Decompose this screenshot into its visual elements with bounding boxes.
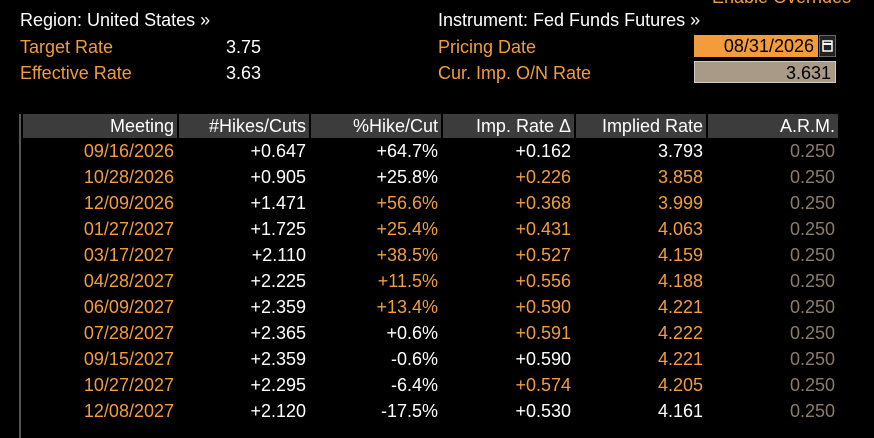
table-cell: 10/28/2026 xyxy=(83,167,174,187)
table-cell: +1.471 xyxy=(250,193,306,213)
pricing-date-input[interactable]: 08/31/2026 xyxy=(694,35,818,57)
table-cell: 04/28/2027 xyxy=(83,271,174,291)
table-cell: +2.110 xyxy=(251,245,306,265)
table-cell: +0.226 xyxy=(515,167,571,187)
instrument-link[interactable]: Instrument: Fed Funds Futures » xyxy=(438,10,701,30)
table-cell: 01/27/2027 xyxy=(83,219,174,239)
table-cell: 12/08/2027 xyxy=(83,401,174,421)
column-header: Imp. Rate Δ xyxy=(443,114,574,138)
table-cell: 12/09/2026 xyxy=(83,193,174,213)
table-cell: 0.250 xyxy=(789,219,835,239)
table-cell: +0.530 xyxy=(515,401,571,421)
table-cell: +25.8% xyxy=(376,167,438,187)
table-cell: 0.250 xyxy=(789,193,835,213)
table-cell: 4.205 xyxy=(657,375,703,395)
table-cell: 3.858 xyxy=(657,167,703,187)
table-cell: +13.4% xyxy=(376,297,438,317)
imp-rate-label: Cur. Imp. O/N Rate xyxy=(438,63,592,83)
table-cell: +2.359 xyxy=(250,297,306,317)
enable-overrides[interactable]: Enable Overrides xyxy=(712,0,851,8)
table-cell: +0.527 xyxy=(515,245,571,265)
table-cell: +0.431 xyxy=(515,219,571,239)
table-cell: -0.6% xyxy=(390,349,438,369)
target-rate: 3.75 xyxy=(226,37,262,57)
column-header: Meeting xyxy=(23,114,177,138)
table-cell: -17.5% xyxy=(380,401,438,421)
table-cell: +0.574 xyxy=(515,375,571,395)
calendar-button[interactable] xyxy=(819,35,836,57)
table-cell: +2.295 xyxy=(250,375,306,395)
table-cell: -6.4% xyxy=(390,375,438,395)
table-cell: +0.590 xyxy=(515,349,571,369)
table-cell: 09/16/2026 xyxy=(83,141,174,161)
table-cell: 0.250 xyxy=(789,141,835,161)
table: Meeting #Hikes/Cuts %Hike/Cut Imp. Rate Δ Im… xyxy=(19,114,838,438)
imp-rate-field: 3.631 xyxy=(694,61,836,83)
table-cell: 10/27/2027 xyxy=(83,375,174,395)
table-cell: 4.188 xyxy=(657,271,703,291)
table-cell: 4.222 xyxy=(657,323,703,343)
table-cell: +38.5% xyxy=(376,245,438,265)
table-cell: +0.647 xyxy=(250,141,306,161)
table-cell: +0.590 xyxy=(515,297,571,317)
table-cell: 0.250 xyxy=(789,375,835,395)
table-cell: 0.250 xyxy=(789,245,835,265)
column-header: #Hikes/Cuts xyxy=(179,114,309,138)
region-link[interactable]: Region: United States » xyxy=(20,10,211,30)
column-header: %Hike/Cut xyxy=(311,114,441,138)
table-cell: 3.999 xyxy=(657,193,703,213)
table-cell: 0.250 xyxy=(789,323,835,343)
table-cell: +0.368 xyxy=(515,193,571,213)
table-cell: +56.6% xyxy=(376,193,438,213)
table-cell: 0.250 xyxy=(789,349,835,369)
effective-rate: 3.63 xyxy=(226,63,262,83)
target-rate-label: Target Rate xyxy=(20,37,114,57)
table-cell: +0.591 xyxy=(515,323,571,343)
table-cell: +0.556 xyxy=(515,271,571,291)
table-cell: 4.221 xyxy=(657,297,703,317)
table-cell: +0.905 xyxy=(250,167,306,187)
table-cell: +1.725 xyxy=(250,219,306,239)
table-cell: 4.159 xyxy=(657,245,703,265)
table-cell: 03/17/2027 xyxy=(83,245,174,265)
table-cell: +2.225 xyxy=(250,271,306,291)
table-cell: +2.359 xyxy=(250,349,306,369)
table-cell: +2.365 xyxy=(250,323,306,343)
pricing-date-label: Pricing Date xyxy=(438,37,537,57)
effective-rate-label: Effective Rate xyxy=(20,63,132,83)
table-cell: +0.162 xyxy=(515,141,571,161)
table-cell: +25.4% xyxy=(376,219,438,239)
table-cell: 09/15/2027 xyxy=(83,349,174,369)
table-cell: 07/28/2027 xyxy=(83,323,174,343)
column-header: A.R.M. xyxy=(708,114,838,138)
table-cell: 0.250 xyxy=(789,167,835,187)
table-cell: 0.250 xyxy=(789,297,835,317)
table-cell: +2.120 xyxy=(250,401,306,421)
calendar-icon xyxy=(822,40,833,52)
table-cell: 0.250 xyxy=(789,271,835,291)
column-header: Implied Rate xyxy=(576,114,706,138)
table-cell: 06/09/2027 xyxy=(83,297,174,317)
table-cell: +11.5% xyxy=(377,271,438,291)
table-cell: 4.221 xyxy=(657,349,703,369)
table-cell: 3.793 xyxy=(657,141,703,161)
table-cell: +64.7% xyxy=(376,141,438,161)
table-cell: 4.161 xyxy=(657,401,703,421)
table-cell: +0.6% xyxy=(386,323,438,343)
table-cell: 0.250 xyxy=(789,401,835,421)
table-cell: 4.063 xyxy=(657,219,703,239)
